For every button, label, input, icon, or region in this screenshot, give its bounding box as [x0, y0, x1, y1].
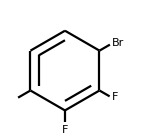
Text: Br: Br — [112, 38, 124, 48]
Text: F: F — [61, 125, 68, 135]
Text: F: F — [112, 92, 119, 102]
